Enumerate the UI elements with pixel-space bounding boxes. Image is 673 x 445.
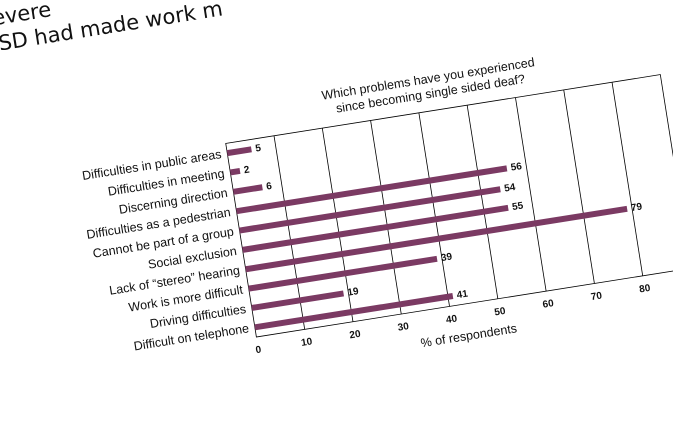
- bar-4: [239, 186, 501, 234]
- tick-label-8: 80: [638, 283, 651, 296]
- gridline-7: [563, 89, 595, 284]
- chart-value-labels: 52 6 56 54 55 79 39 19 41: [243, 143, 643, 302]
- tick-label-1: 10: [300, 336, 313, 349]
- bar-5: [242, 204, 509, 253]
- bar-9: [254, 293, 454, 331]
- value-label-2: 6: [266, 181, 274, 193]
- value-label-6: 79: [630, 201, 643, 214]
- value-label-1: 2: [243, 164, 251, 176]
- chart-bars: [226, 146, 628, 331]
- tick-label-7: 70: [590, 290, 603, 303]
- bar-2: [232, 184, 263, 195]
- chart-title: Which problems have you experiencedsince…: [321, 55, 536, 115]
- tick-label-2: 20: [349, 329, 362, 342]
- gridline-1: [273, 135, 306, 330]
- bar-6: [245, 205, 628, 273]
- gridline-6: [515, 97, 547, 292]
- gridline-4: [418, 112, 450, 307]
- value-label-0: 5: [255, 143, 263, 155]
- value-label-8: 19: [347, 286, 360, 299]
- chart-axis-title: % of respondents: [420, 321, 518, 350]
- value-label-9: 41: [456, 289, 469, 302]
- gridline-5: [466, 105, 499, 299]
- tick-label-0: 0: [255, 344, 263, 356]
- gridline-3: [370, 120, 402, 315]
- chart-gridlines: [225, 74, 673, 338]
- chart-category-labels: Difficulties in public areasDifficulties…: [81, 147, 250, 353]
- tick-label-5: 50: [494, 306, 507, 319]
- bar-0: [226, 146, 252, 157]
- plot-frame: [225, 74, 673, 338]
- tick-label-6: 60: [542, 298, 555, 311]
- value-label-7: 39: [440, 251, 453, 264]
- value-label-5: 55: [511, 200, 524, 213]
- tick-label-4: 40: [445, 313, 458, 326]
- chart-tick-labels: 0102030405060708090: [255, 283, 652, 356]
- bar-1: [229, 167, 241, 176]
- tick-label-3: 30: [397, 321, 410, 334]
- gridline-2: [321, 128, 354, 322]
- value-label-3: 56: [510, 161, 523, 174]
- x-axis-title: % of respondents: [420, 321, 518, 350]
- bar-3: [235, 165, 508, 215]
- gridline-8: [611, 82, 644, 276]
- bar-7: [248, 255, 438, 292]
- value-label-4: 54: [503, 182, 516, 195]
- bar-8: [251, 290, 345, 311]
